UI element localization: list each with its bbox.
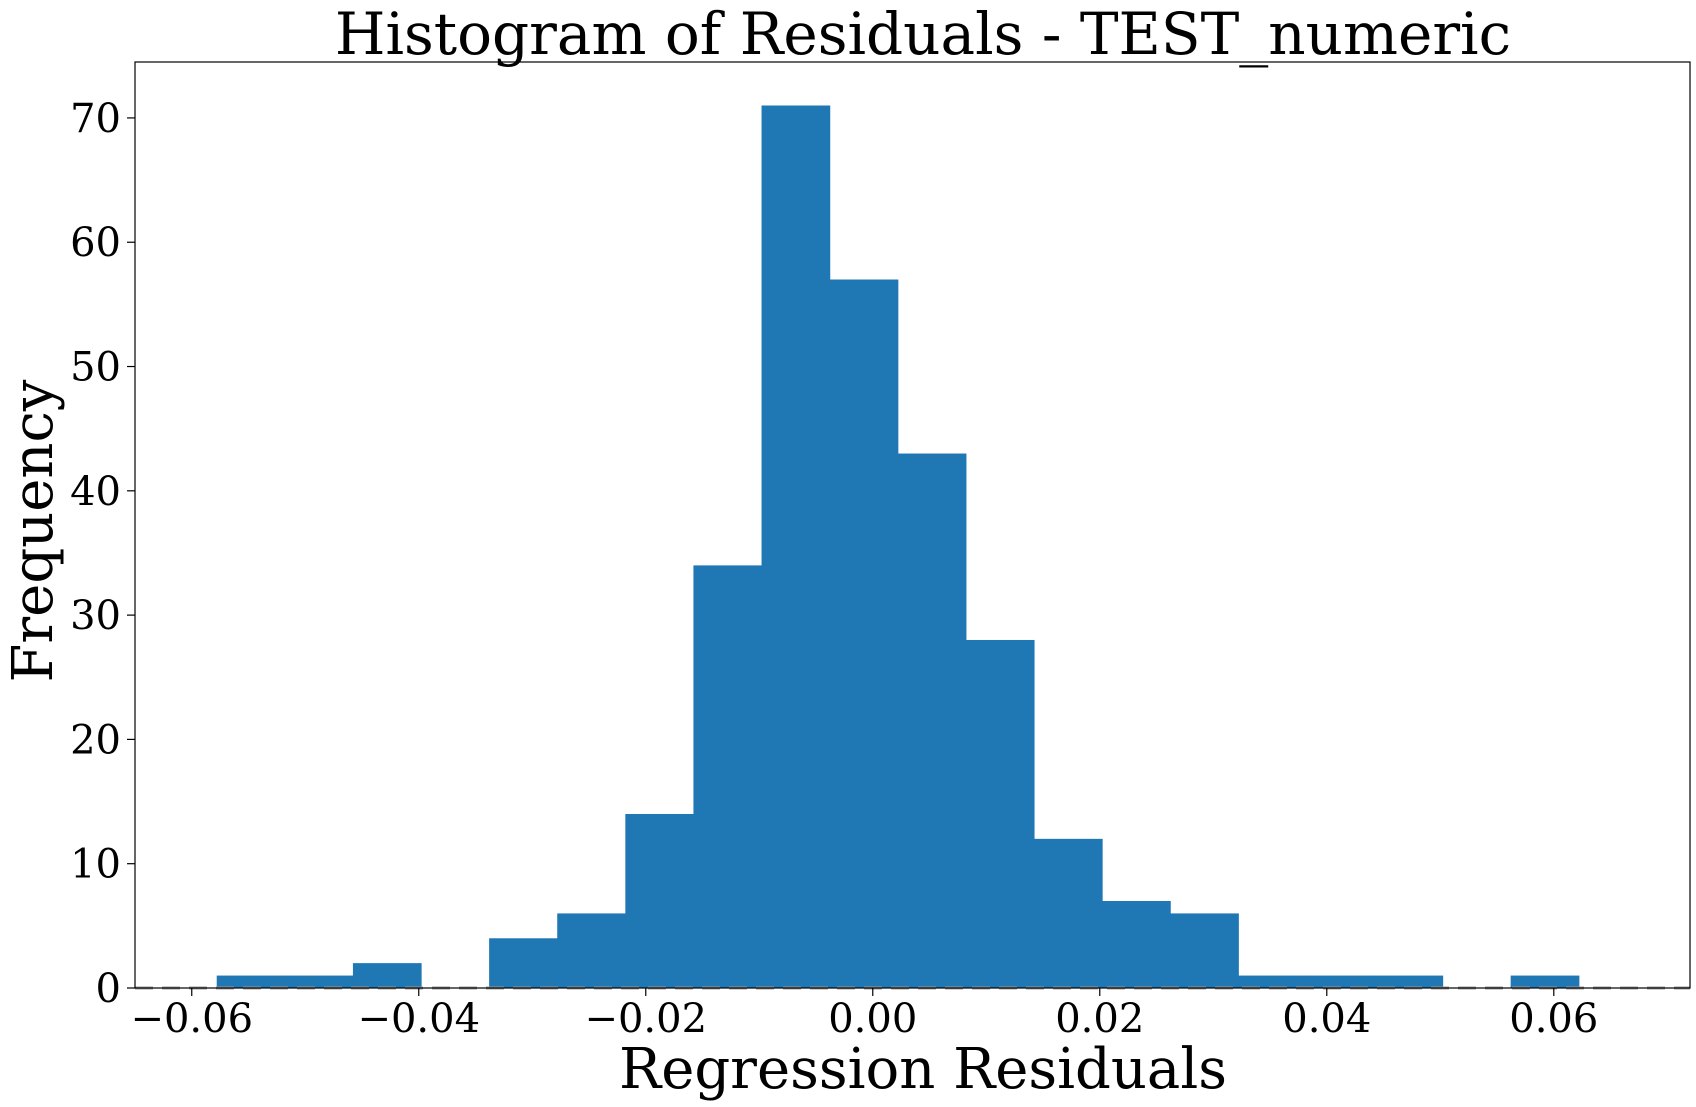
histogram-bar-8 bbox=[761, 105, 831, 988]
x-tick-label-1: −0.04 bbox=[357, 996, 480, 1042]
y-tick-label-3: 30 bbox=[70, 593, 121, 639]
histogram-bar-10 bbox=[897, 453, 967, 988]
y-tick-label-7: 70 bbox=[70, 96, 121, 142]
histogram-bar-0 bbox=[216, 975, 286, 988]
histogram-bar-16 bbox=[1306, 975, 1376, 988]
histogram-bar-5 bbox=[557, 913, 626, 988]
x-axis: −0.06 −0.04 −0.02 0.00 0.02 0.04 0.06 bbox=[130, 988, 1598, 1042]
y-tick-label-1: 10 bbox=[70, 842, 121, 888]
y-tick-label-0: 0 bbox=[96, 966, 121, 1012]
y-axis: 0 10 20 30 40 50 60 70 bbox=[70, 96, 135, 1012]
histogram-bar-19 bbox=[1510, 975, 1580, 988]
histogram-bar-7 bbox=[693, 565, 763, 988]
histogram-bar-2 bbox=[352, 963, 422, 988]
histogram-bar-6 bbox=[625, 813, 695, 988]
x-tick-label-2: −0.02 bbox=[584, 996, 707, 1042]
y-tick-label-4: 40 bbox=[70, 469, 121, 515]
histogram-bar-9 bbox=[829, 279, 899, 988]
x-tick-label-0: −0.06 bbox=[130, 996, 253, 1042]
chart-title: Histogram of Residuals - TEST_numeric bbox=[335, 0, 1511, 68]
histogram-bar-11 bbox=[965, 639, 1035, 988]
histogram-bars bbox=[216, 105, 1580, 988]
histogram-bar-14 bbox=[1170, 913, 1239, 988]
x-tick-label-5: 0.04 bbox=[1282, 996, 1371, 1042]
y-tick-label-6: 60 bbox=[70, 220, 121, 266]
histogram-bar-17 bbox=[1374, 975, 1444, 988]
histogram-bar-4 bbox=[489, 938, 558, 988]
histogram-bar-1 bbox=[284, 975, 354, 988]
x-axis-label: Regression Residuals bbox=[619, 1037, 1227, 1102]
x-tick-label-4: 0.02 bbox=[1055, 996, 1144, 1042]
y-tick-label-5: 50 bbox=[70, 345, 121, 391]
plot-frame bbox=[134, 61, 1691, 989]
x-tick-label-6: 0.06 bbox=[1509, 996, 1598, 1042]
y-tick-label-2: 20 bbox=[70, 717, 121, 763]
x-tick-label-3: 0.00 bbox=[828, 996, 917, 1042]
histogram-bar-13 bbox=[1102, 900, 1171, 988]
histogram-bar-15 bbox=[1238, 975, 1307, 988]
y-axis-label: Frequency bbox=[1, 379, 66, 682]
histogram-bar-12 bbox=[1033, 838, 1103, 988]
